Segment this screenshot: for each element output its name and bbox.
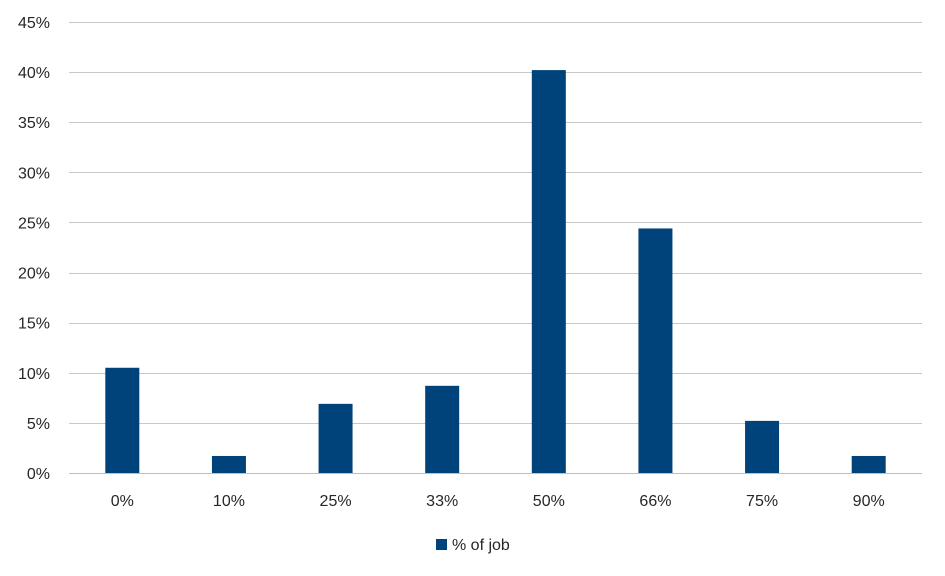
y-tick-label: 15%	[18, 316, 50, 333]
x-tick-label: 25%	[320, 493, 352, 510]
bar	[638, 228, 673, 473]
legend: % of job	[436, 537, 510, 554]
y-tick-label: 0%	[27, 466, 50, 483]
bar	[531, 70, 566, 474]
x-axis: 0% 10% 25% 33% 50% 66% 75% 90%	[111, 493, 885, 510]
x-tick-label: 75%	[746, 493, 778, 510]
gridlines	[69, 22, 922, 474]
x-tick-label: 0%	[111, 493, 134, 510]
y-axis: 0% 5% 10% 15% 20% 25% 30% 35% 40% 45%	[18, 15, 50, 483]
bars	[105, 70, 886, 474]
x-tick-label: 66%	[639, 493, 671, 510]
legend-swatch	[436, 539, 447, 550]
y-tick-label: 40%	[18, 65, 50, 82]
x-tick-label: 50%	[533, 493, 565, 510]
x-tick-label: 10%	[213, 493, 245, 510]
bar	[318, 403, 353, 473]
bar	[851, 455, 886, 473]
y-tick-label: 20%	[18, 266, 50, 283]
bar	[425, 385, 460, 473]
y-tick-label: 5%	[27, 416, 50, 433]
y-tick-label: 35%	[18, 115, 50, 132]
bar	[105, 367, 140, 473]
bar	[745, 420, 780, 473]
y-tick-label: 25%	[18, 215, 50, 232]
x-tick-label: 33%	[426, 493, 458, 510]
y-tick-label: 10%	[18, 366, 50, 383]
x-tick-label: 90%	[853, 493, 885, 510]
y-tick-label: 30%	[18, 165, 50, 182]
bar	[211, 455, 246, 473]
legend-label: % of job	[452, 537, 510, 554]
y-tick-label: 45%	[18, 15, 50, 32]
